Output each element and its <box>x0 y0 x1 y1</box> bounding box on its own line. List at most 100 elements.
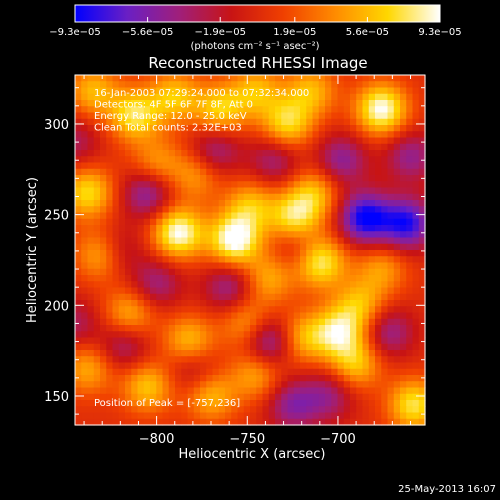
heatmap-cell <box>368 412 376 420</box>
heatmap-cell <box>350 131 357 139</box>
heatmap-cell <box>168 218 176 226</box>
heatmap-cell <box>350 156 357 164</box>
heatmap-cell <box>218 256 226 264</box>
heatmap-cell <box>243 287 251 295</box>
heatmap-cell <box>87 143 95 151</box>
heatmap-cell <box>193 193 201 201</box>
heatmap-cell <box>262 400 270 407</box>
heatmap-cell <box>268 306 276 314</box>
heatmap-cell <box>362 75 370 82</box>
heatmap-cell <box>312 362 320 370</box>
heatmap-cell <box>343 193 351 201</box>
heatmap-cell <box>125 306 132 314</box>
heatmap-cell <box>237 187 245 195</box>
heatmap-cell <box>237 75 245 82</box>
heatmap-cell <box>150 387 157 395</box>
heatmap-cell <box>356 387 364 395</box>
heatmap-cell <box>331 150 339 157</box>
heatmap-cell <box>175 256 182 264</box>
heatmap-cell <box>393 312 401 320</box>
heatmap-cell <box>181 400 189 407</box>
heatmap-cell <box>400 287 407 295</box>
heatmap-cell <box>156 312 164 320</box>
heatmap-cell <box>181 218 189 226</box>
heatmap-cell <box>243 187 251 195</box>
heatmap-cell <box>200 325 207 332</box>
heatmap-cell <box>206 218 214 226</box>
heatmap-cell <box>287 418 295 426</box>
heatmap-cell <box>375 293 382 301</box>
heatmap-cell <box>250 325 257 332</box>
heatmap-cell <box>406 287 414 295</box>
heatmap-cell <box>343 143 351 151</box>
heatmap-cell <box>125 75 132 82</box>
heatmap-cell <box>206 375 214 382</box>
heatmap-cell <box>418 268 426 276</box>
heatmap-cell <box>281 237 289 245</box>
heatmap-cell <box>162 331 170 339</box>
heatmap-cell <box>137 256 145 264</box>
heatmap-cell <box>287 362 295 370</box>
heatmap-cell <box>237 93 245 101</box>
heatmap-cell <box>162 168 170 176</box>
heatmap-cell <box>131 243 139 251</box>
heatmap-cell <box>337 112 345 120</box>
heatmap-cell <box>300 225 307 232</box>
heatmap-cell <box>212 150 220 157</box>
heatmap-cell <box>181 250 189 257</box>
heatmap-cell <box>168 237 176 245</box>
heatmap-cell <box>312 287 320 295</box>
heatmap-cell <box>418 362 426 370</box>
heatmap-cell <box>375 343 382 351</box>
heatmap-cell <box>168 168 176 176</box>
heatmap-cell <box>337 306 345 314</box>
heatmap-cell <box>237 100 245 107</box>
heatmap-cell <box>187 418 195 426</box>
heatmap-cell <box>181 131 189 139</box>
heatmap-cell <box>306 200 314 207</box>
heatmap-cell <box>106 300 114 307</box>
heatmap-cell <box>193 75 201 82</box>
heatmap-cell <box>418 350 426 357</box>
heatmap-cell <box>168 350 176 357</box>
heatmap-cell <box>218 368 226 376</box>
heatmap-cell <box>106 181 114 189</box>
heatmap-cell <box>368 343 376 351</box>
heatmap-cell <box>225 218 232 226</box>
heatmap-cell <box>212 243 220 251</box>
y-tick-label: 200 <box>44 299 69 314</box>
heatmap-cell <box>337 93 345 101</box>
heatmap-cell <box>331 293 339 301</box>
heatmap-cell <box>162 212 170 220</box>
heatmap-cell <box>200 418 207 426</box>
heatmap-cell <box>112 168 120 176</box>
heatmap-cell <box>362 293 370 301</box>
heatmap-cell <box>175 106 182 114</box>
heatmap-cell <box>312 350 320 357</box>
heatmap-cell <box>137 162 145 170</box>
heatmap-cell <box>131 400 139 407</box>
heatmap-cell <box>218 318 226 326</box>
heatmap-cell <box>325 100 332 107</box>
heatmap-cell <box>256 293 264 301</box>
heatmap-cell <box>193 131 201 139</box>
heatmap-cell <box>400 156 407 164</box>
heatmap-cell <box>250 412 257 420</box>
heatmap-cell <box>350 318 357 326</box>
heatmap-cell <box>100 318 107 326</box>
heatmap-cell <box>306 362 314 370</box>
heatmap-cell <box>193 331 201 339</box>
heatmap-cell <box>293 250 301 257</box>
heatmap-cell <box>406 243 414 251</box>
heatmap-cell <box>381 125 389 132</box>
heatmap-cell <box>312 268 320 276</box>
heatmap-cell <box>125 218 132 226</box>
heatmap-cell <box>118 362 126 370</box>
heatmap-cell <box>312 393 320 401</box>
heatmap-cell <box>206 212 214 220</box>
heatmap-cell <box>187 125 195 132</box>
heatmap-cell <box>93 168 101 176</box>
heatmap-cell <box>293 318 301 326</box>
heatmap-cell <box>250 168 257 176</box>
heatmap-cell <box>275 112 282 120</box>
